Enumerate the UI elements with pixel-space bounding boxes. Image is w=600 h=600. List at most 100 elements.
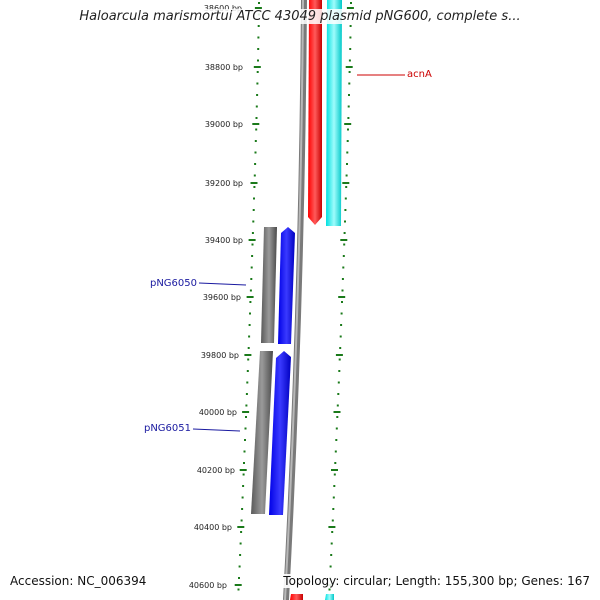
ruler-label-40400: 40400 bp (194, 523, 232, 532)
ruler-dot-inner (246, 370, 249, 372)
ruler-dot-inner (241, 496, 244, 499)
ruler-dot-outer (328, 588, 331, 591)
ruler-dot-inner (243, 462, 245, 464)
ruler-major-tick-inner (237, 526, 245, 528)
ruler-dot-inner (252, 209, 255, 211)
ruler-dot-outer (340, 324, 343, 326)
ruler-dot-outer (349, 48, 352, 50)
ruler-dot-outer (348, 94, 350, 96)
ruler-dot-outer (335, 439, 338, 441)
ruler-dot-outer (339, 347, 342, 349)
ruler-label-39400: 39400 bp (205, 236, 243, 245)
ruler-dot-outer (346, 140, 349, 142)
ruler-major-tick-outer (338, 296, 346, 298)
ruler-major-tick-outer (331, 469, 338, 471)
ruler-label-40000: 40000 bp (199, 408, 237, 417)
ruler-major-tick-inner (246, 296, 254, 298)
ruler-dot-outer (345, 174, 348, 177)
gene-pNG6050-label[interactable]: pNG6050 (150, 278, 197, 289)
ruler-dot-inner (254, 140, 257, 142)
accession-text: Accession: NC_006394 (8, 574, 149, 588)
ruler-major-tick-inner (253, 66, 261, 68)
ruler-dot-inner (244, 439, 246, 441)
ruler-dot-outer (345, 186, 348, 188)
ruler-dot-outer (334, 450, 337, 453)
ruler-dot-outer (339, 335, 342, 338)
ruler-major-tick-outer (346, 7, 354, 9)
ruler-dot-outer (350, 2, 352, 4)
gene-next-red (290, 594, 303, 600)
ruler-major-tick-inner (239, 469, 247, 471)
gene-pNG6051-arrow[interactable] (269, 351, 291, 515)
gene-next-cyan (325, 594, 334, 600)
ruler-dot-inner (257, 48, 260, 50)
ruler-dot-outer (346, 151, 349, 154)
ruler-dot-outer (331, 531, 334, 533)
gene-pNG6050-arrow[interactable] (278, 227, 295, 344)
ruler-dot-inner (249, 289, 252, 292)
ruler-dot-outer (341, 301, 343, 303)
ruler-dot-inner (245, 404, 248, 407)
gene-pNG6051[interactable]: pNG6051 (144, 351, 291, 515)
ruler-dot-inner (255, 128, 258, 131)
ruler-major-tick-inner (248, 239, 256, 241)
topology-summary: Topology: circular; Length: 155,300 bp; … (281, 574, 592, 588)
ruler-dot-inner (258, 2, 260, 4)
ruler-major-tick-outer (342, 182, 350, 184)
ruler-label-39200: 39200 bp (205, 179, 243, 188)
ruler-dot-inner (250, 266, 253, 269)
ruler-dot-inner (247, 358, 250, 361)
ruler-dot-inner (246, 381, 249, 384)
ruler-dot-outer (346, 163, 348, 165)
ruler-dot-inner (239, 554, 242, 556)
ruler-dot-inner (256, 71, 259, 73)
ruler-dot-inner (254, 151, 257, 154)
ruler-dot-outer (338, 358, 341, 361)
ruler-dot-outer (347, 117, 350, 119)
ruler-dot-inner (241, 508, 244, 510)
ruler-dot-outer (344, 209, 347, 211)
gene-pNG6051-label-line (192, 428, 241, 432)
ruler-dot-inner (257, 25, 260, 27)
gene-acnA[interactable]: acnA (308, 0, 432, 226)
ruler-dot-inner (251, 243, 254, 246)
ruler-dot-inner (240, 531, 243, 533)
ruler-major-tick-inner (250, 182, 258, 184)
gene-acnA-label[interactable]: acnA (407, 69, 432, 80)
ruler-dot-inner (245, 393, 248, 395)
ruler-dot-inner (253, 197, 255, 200)
gene-pNG6050[interactable]: pNG6050 (150, 227, 295, 344)
gene-acnA-partner (326, 0, 342, 226)
ruler-dot-inner (249, 301, 252, 303)
ruler-major-tick-outer (345, 66, 353, 68)
ruler-dot-inner (242, 485, 245, 487)
ruler-dot-inner (239, 542, 242, 545)
ruler-dot-inner (248, 335, 251, 338)
ruler-dot-inner (251, 232, 254, 234)
ruler-dot-inner (255, 105, 258, 108)
ruler-major-tick-outer (328, 526, 336, 528)
ruler-dot-outer (342, 266, 345, 269)
ruler-major-tick-inner (242, 411, 250, 413)
ruler-dot-outer (332, 496, 335, 499)
ruler-dot-outer (349, 36, 352, 39)
ruler-dot-outer (337, 381, 340, 384)
ruler-dot-inner (245, 416, 247, 418)
ruler-dot-inner (240, 519, 243, 522)
ruler-dot-outer (347, 105, 350, 108)
ruler-dots (234, 2, 354, 591)
gene-pNG6051-label[interactable]: pNG6051 (144, 423, 191, 434)
gene-acnA-arrow[interactable] (308, 0, 322, 225)
ruler-dot-outer (336, 404, 339, 407)
ruler-dot-inner (257, 59, 259, 62)
ruler-label-39800: 39800 bp (201, 351, 239, 360)
ruler-dot-outer (347, 128, 349, 131)
ruler-dot-outer (337, 393, 340, 395)
ruler-major-tick-inner (254, 7, 262, 9)
gene-pNG6051-partner (251, 351, 273, 514)
map-title: Haloarcula marismortui ATCC 43049 plasmi… (77, 9, 523, 24)
ruler-dot-inner (255, 117, 258, 119)
ruler-dot-inner (251, 255, 254, 257)
ruler-dot-outer (330, 554, 333, 556)
